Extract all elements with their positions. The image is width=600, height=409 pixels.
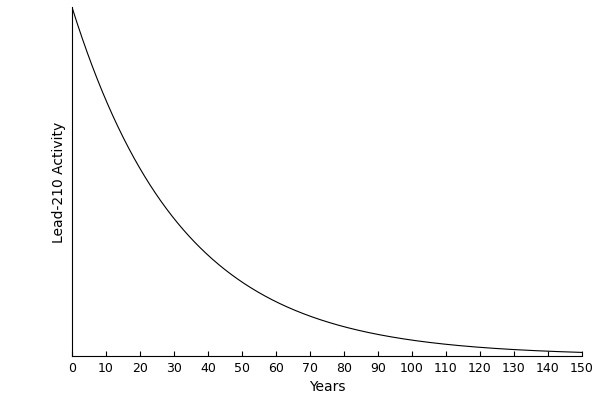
Y-axis label: Lead-210 Activity: Lead-210 Activity <box>52 121 67 243</box>
X-axis label: Years: Years <box>309 379 345 393</box>
